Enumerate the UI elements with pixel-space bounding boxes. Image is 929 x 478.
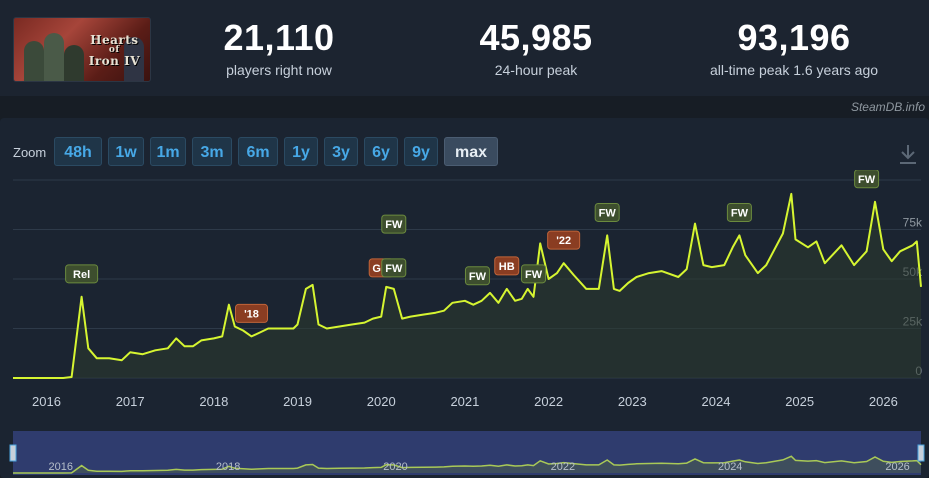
header-bar: Hearts of Iron IV 21,110 players right n… — [0, 0, 929, 96]
logo-line-3: Iron IV — [88, 54, 140, 68]
navigator-handle-right[interactable] — [917, 444, 925, 462]
navigator-year-label: 2024 — [718, 461, 742, 473]
stat-all-time-peak: 93,196 all-time peak 1.6 years ago — [684, 17, 904, 79]
x-tick-label: 2017 — [116, 394, 145, 409]
zoom-button-48h[interactable]: 48h — [54, 137, 102, 166]
annotation-label: Rel — [73, 269, 90, 281]
annotation-flag — [594, 202, 620, 222]
zoom-button-1m[interactable]: 1m — [150, 137, 186, 166]
annotation-label: FW — [858, 174, 876, 186]
x-tick-label: 2024 — [702, 394, 731, 409]
annotation-label: FW — [599, 207, 617, 219]
x-tick-label: 2023 — [618, 394, 647, 409]
game-logo-text: Hearts of Iron IV — [89, 34, 140, 67]
annotation-flag — [494, 256, 520, 276]
x-tick-label: 2019 — [283, 394, 312, 409]
peak-24h-value: 45,985 — [479, 17, 593, 58]
annotation-label: HB — [499, 261, 515, 273]
zoom-button-1w[interactable]: 1w — [108, 137, 144, 166]
navigator-year-label: 2020 — [383, 461, 407, 473]
annotation-flag — [521, 264, 547, 284]
navigator-year-label: 2016 — [48, 461, 72, 473]
annotation-flag — [854, 170, 880, 189]
annotation-flag — [381, 214, 407, 234]
current-players-label: players right now — [226, 62, 332, 78]
x-tick-label: 2026 — [869, 394, 898, 409]
annotation-label: '18 — [244, 308, 259, 320]
annotation-flag — [547, 230, 581, 250]
stat-24h-peak: 45,985 24-hour peak — [426, 17, 646, 79]
player-count-chart[interactable]: 025k50k75k201620172018201920202021202220… — [0, 170, 929, 415]
x-tick-label: 2016 — [32, 394, 61, 409]
zoom-button-3y[interactable]: 3y — [324, 137, 358, 166]
range-navigator[interactable]: 2016 2018 2020 2022 2024 2026 — [0, 431, 929, 478]
y-tick-label: 75k — [903, 216, 923, 230]
annotation-label: FW — [385, 219, 403, 231]
x-tick-label: 2020 — [367, 394, 396, 409]
annotation-label: FW — [469, 271, 487, 283]
annotation-label: FW — [385, 263, 403, 275]
zoom-button-6y[interactable]: 6y — [364, 137, 398, 166]
zoom-button-6m[interactable]: 6m — [238, 137, 278, 166]
annotation-label: FW — [525, 269, 543, 281]
game-logo[interactable]: Hearts of Iron IV — [13, 17, 151, 82]
navigator-year-label: 2026 — [885, 461, 909, 473]
x-tick-label: 2018 — [199, 394, 228, 409]
download-icon[interactable] — [898, 143, 918, 165]
current-players-value: 21,110 — [223, 17, 335, 58]
series-area — [13, 193, 921, 378]
annotation-flag — [235, 303, 269, 323]
navigator-line — [13, 455, 922, 474]
x-tick-label: 2021 — [450, 394, 479, 409]
all-time-peak-label: all-time peak 1.6 years ago — [709, 62, 879, 78]
navigator-handle-left[interactable] — [9, 444, 17, 462]
zoom-button-3m[interactable]: 3m — [192, 137, 232, 166]
stat-current-players: 21,110 players right now — [169, 17, 389, 79]
zoom-button-max[interactable]: max — [444, 137, 498, 166]
annotation-flag — [381, 258, 407, 278]
all-time-peak-value: 93,196 — [737, 17, 851, 58]
navigator-year-label: 2018 — [216, 461, 240, 473]
zoom-label: Zoom — [13, 145, 47, 160]
annotation-flag — [65, 264, 99, 284]
series-line — [13, 192, 922, 379]
navigator-year-label: 2022 — [551, 461, 575, 473]
annotation-flag — [464, 266, 490, 286]
x-tick-label: 2022 — [534, 394, 563, 409]
x-tick-label: 2025 — [785, 394, 814, 409]
steamdb-credit[interactable]: SteamDB.info — [850, 100, 925, 114]
logo-line-2: of — [108, 45, 120, 55]
annotation-label: '22 — [556, 235, 571, 247]
zoom-button-1y[interactable]: 1y — [284, 137, 318, 166]
annotation-flag — [726, 202, 752, 222]
logo-line-1: Hearts — [90, 33, 139, 47]
zoom-button-9y[interactable]: 9y — [404, 137, 438, 166]
peak-24h-label: 24-hour peak — [494, 62, 578, 78]
annotation-label: FW — [731, 207, 749, 219]
